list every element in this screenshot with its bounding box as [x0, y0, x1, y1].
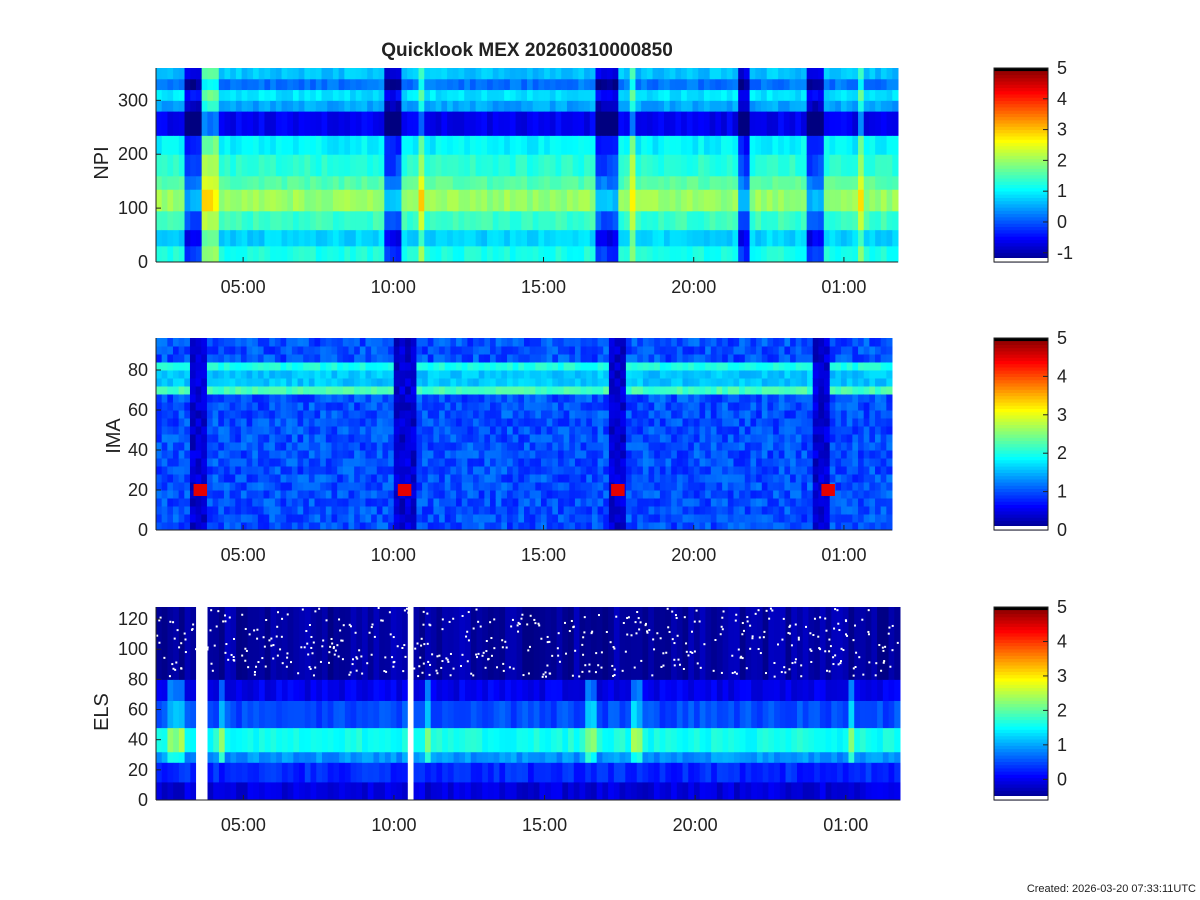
y-tick-label: 40 [128, 730, 148, 750]
x-tick-label: 10:00 [371, 545, 416, 565]
ima-peak-2 [611, 484, 625, 496]
colorbar-tick-label: 2 [1057, 150, 1067, 170]
y-tick-label: 80 [128, 669, 148, 689]
colorbar-tick-label: 0 [1057, 212, 1067, 232]
colorbar-tick-label: 0 [1057, 520, 1067, 540]
ima-spectrogram [156, 338, 893, 531]
ima-y-axis-label: IMA [103, 418, 125, 454]
els-y-axis-label: ELS [91, 693, 113, 731]
colorbar-tick-label: 3 [1057, 405, 1067, 425]
x-tick-label: 01:00 [823, 815, 868, 835]
els-colorbar: 0 1 2 3 4 5 [993, 597, 1067, 801]
npi-axes: 0 100 200 300 05:00 10:00 15:00 20:00 01:00 [118, 68, 898, 297]
y-tick-label: 60 [128, 400, 148, 420]
y-tick-label: 100 [118, 198, 148, 218]
npi-spectrogram [156, 68, 899, 263]
y-tick-label: 200 [118, 144, 148, 164]
colorbar-tick-label: 5 [1057, 328, 1067, 348]
colorbar-tick-label: 2 [1057, 443, 1067, 463]
y-tick-label: 0 [138, 252, 148, 272]
colorbar-tick-label: 1 [1057, 735, 1067, 755]
colorbar-tick-label: 5 [1057, 58, 1067, 78]
y-tick-label: 0 [138, 790, 148, 810]
x-tick-label: 20:00 [671, 545, 716, 565]
ima-peak-3 [821, 484, 835, 496]
els-spectrogram [156, 607, 901, 801]
x-tick-label: 05:00 [221, 277, 266, 297]
colorbar-tick-label: 4 [1057, 89, 1067, 109]
y-tick-label: 300 [118, 90, 148, 110]
colorbar-tick-label: 2 [1057, 700, 1067, 720]
created-timestamp: Created: 2026-03-20 07:33:11UTC [1027, 883, 1196, 895]
y-tick-label: 40 [128, 440, 148, 460]
y-tick-label: 120 [118, 609, 148, 629]
colorbar-tick-label: 5 [1057, 597, 1067, 617]
x-tick-label: 15:00 [522, 815, 567, 835]
x-tick-label: 20:00 [673, 815, 718, 835]
ima-colorbar: 0 1 2 3 4 5 [993, 328, 1067, 540]
y-tick-label: 0 [138, 520, 148, 540]
y-tick-label: 100 [118, 639, 148, 659]
colorbar-tick-label: 3 [1057, 120, 1067, 140]
x-tick-label: 15:00 [521, 545, 566, 565]
y-tick-label: 80 [128, 360, 148, 380]
ima-axes: 0 20 40 60 80 05:00 10:00 15:00 20:00 01:00 [128, 338, 892, 565]
x-tick-label: 15:00 [521, 277, 566, 297]
figure-title: Quicklook MEX 20260310000850 [381, 40, 673, 61]
y-tick-label: 20 [128, 760, 148, 780]
y-tick-label: 60 [128, 700, 148, 720]
npi-y-axis-label: NPI [91, 146, 113, 179]
y-tick-label: 20 [128, 480, 148, 500]
x-tick-label: 10:00 [371, 277, 416, 297]
colorbar-tick-label: 1 [1057, 181, 1067, 201]
els-axes: 0 20 40 60 80 100 120 05:00 10:00 15:00 20:00 01:00 [118, 607, 900, 835]
ima-peak-1 [397, 484, 412, 496]
colorbar-tick-label: 3 [1057, 666, 1067, 686]
colorbar-tick-label: 4 [1057, 631, 1067, 651]
npi-colorbar: -1 0 1 2 3 4 5 [993, 58, 1073, 263]
x-tick-label: 05:00 [221, 545, 266, 565]
x-tick-label: 01:00 [821, 277, 866, 297]
x-tick-label: 10:00 [371, 815, 416, 835]
ima-peak-0 [193, 484, 208, 496]
colorbar-tick-label: 1 [1057, 482, 1067, 502]
x-tick-label: 20:00 [671, 277, 716, 297]
colorbar-tick-label: -1 [1057, 243, 1073, 263]
colorbar-tick-label: 0 [1057, 769, 1067, 789]
x-tick-label: 01:00 [821, 545, 866, 565]
colorbar-tick-label: 4 [1057, 366, 1067, 386]
x-tick-label: 05:00 [221, 815, 266, 835]
